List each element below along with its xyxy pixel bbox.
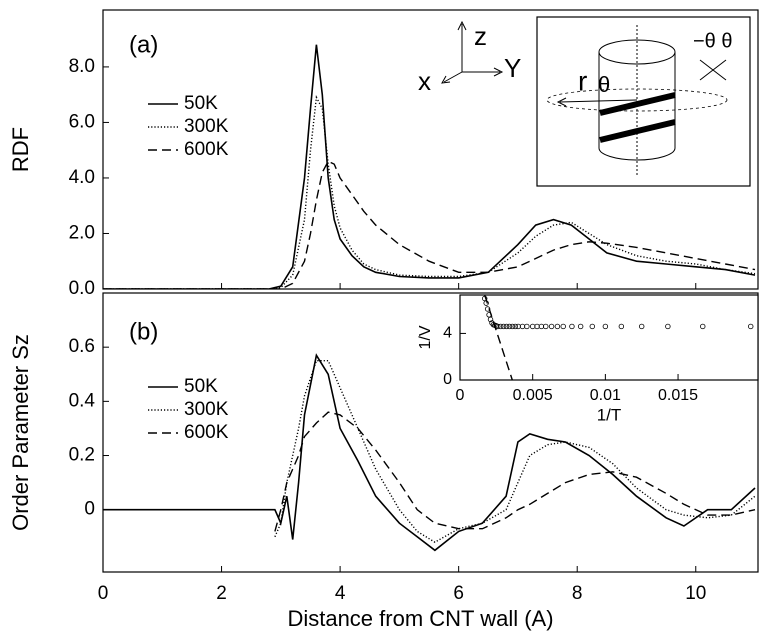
- legend-label: 300K: [184, 399, 229, 420]
- x-tick-label: 0.015: [658, 387, 698, 404]
- frame: [102, 9, 759, 290]
- y-tick-label: 4: [443, 325, 452, 342]
- y-tick-label: 6.0: [69, 111, 95, 132]
- y-tick-label: 0: [84, 499, 95, 520]
- y-axis-label: 1/V: [417, 325, 434, 349]
- point: [506, 323, 513, 330]
- panel: 0 4 0 0.005 0.01 0.015 1/V 1/T: [417, 294, 759, 424]
- y-tick-label: 0.6: [69, 336, 95, 357]
- line: [274, 411, 756, 532]
- frame: [459, 294, 759, 381]
- point: [503, 323, 510, 330]
- legend-label: 600K: [184, 139, 229, 160]
- schematic: [441, 16, 751, 187]
- y-tick-label: 0.2: [69, 445, 95, 466]
- legend-label: 600K: [184, 422, 229, 443]
- x-tick-label: 10: [685, 583, 706, 604]
- panel-label: (a): [129, 31, 158, 58]
- point: [548, 323, 555, 330]
- axis-z: z: [474, 21, 487, 51]
- point: [543, 323, 549, 330]
- point: [512, 323, 518, 330]
- legend-label: 50K: [184, 93, 218, 114]
- y-tick-label: 0.4: [69, 390, 96, 411]
- y-tick-label: 0.0: [69, 278, 95, 299]
- x-tick-label: 6: [453, 583, 464, 604]
- x-axis-label: 1/T: [597, 405, 622, 424]
- point: [509, 323, 516, 330]
- x-tick-label: 0.01: [590, 387, 621, 404]
- inset-background: [460, 295, 758, 380]
- line: [103, 353, 756, 552]
- point: [500, 323, 507, 330]
- label-theta: θ: [598, 72, 610, 97]
- x-tick-label: 0: [456, 387, 465, 404]
- point: [560, 323, 566, 330]
- x-tick-label: 0.005: [513, 387, 553, 404]
- point: [748, 323, 754, 330]
- label-angles: −θ θ: [693, 30, 732, 52]
- x-tick-label: 2: [216, 583, 227, 604]
- point: [665, 323, 671, 330]
- y-axis-label: RDF: [8, 127, 33, 172]
- x-tick-label: 0: [98, 583, 109, 604]
- axis-y: Y: [504, 53, 521, 83]
- legend-label: 50K: [184, 376, 218, 397]
- point: [498, 323, 504, 330]
- plot-area: [482, 295, 754, 380]
- label-r: r: [578, 65, 587, 96]
- panel-label: (b): [129, 318, 158, 345]
- point: [639, 323, 645, 330]
- plot-area: [103, 44, 756, 289]
- point: [700, 323, 706, 330]
- line: [103, 95, 756, 289]
- point: [589, 323, 595, 330]
- x-tick-label: 4: [335, 583, 346, 604]
- frame: [102, 292, 759, 573]
- y-tick-label: 2.0: [69, 222, 95, 243]
- line: [103, 44, 756, 289]
- x-axis-label: Distance from CNT wall (A): [287, 606, 553, 631]
- point: [569, 323, 575, 330]
- point: [524, 323, 530, 330]
- point: [618, 323, 625, 330]
- plot-area: [103, 353, 756, 552]
- legend-label: 300K: [184, 116, 229, 137]
- line: [103, 160, 756, 289]
- y-tick-label: 0: [443, 371, 452, 388]
- axis-x: x: [418, 66, 431, 96]
- point: [602, 323, 609, 330]
- point: [487, 316, 494, 323]
- point: [554, 323, 561, 330]
- x-tick-label: 8: [572, 583, 583, 604]
- point: [577, 323, 584, 330]
- y-tick-label: 8.0: [69, 56, 95, 77]
- line: [484, 295, 513, 380]
- y-tick-label: 4.0: [69, 167, 95, 188]
- y-axis-label: Order Parameter Sz: [8, 334, 33, 531]
- plots: 0.02.04.06.08.050K300K600K(a)RDF00.20.40…: [8, 9, 759, 631]
